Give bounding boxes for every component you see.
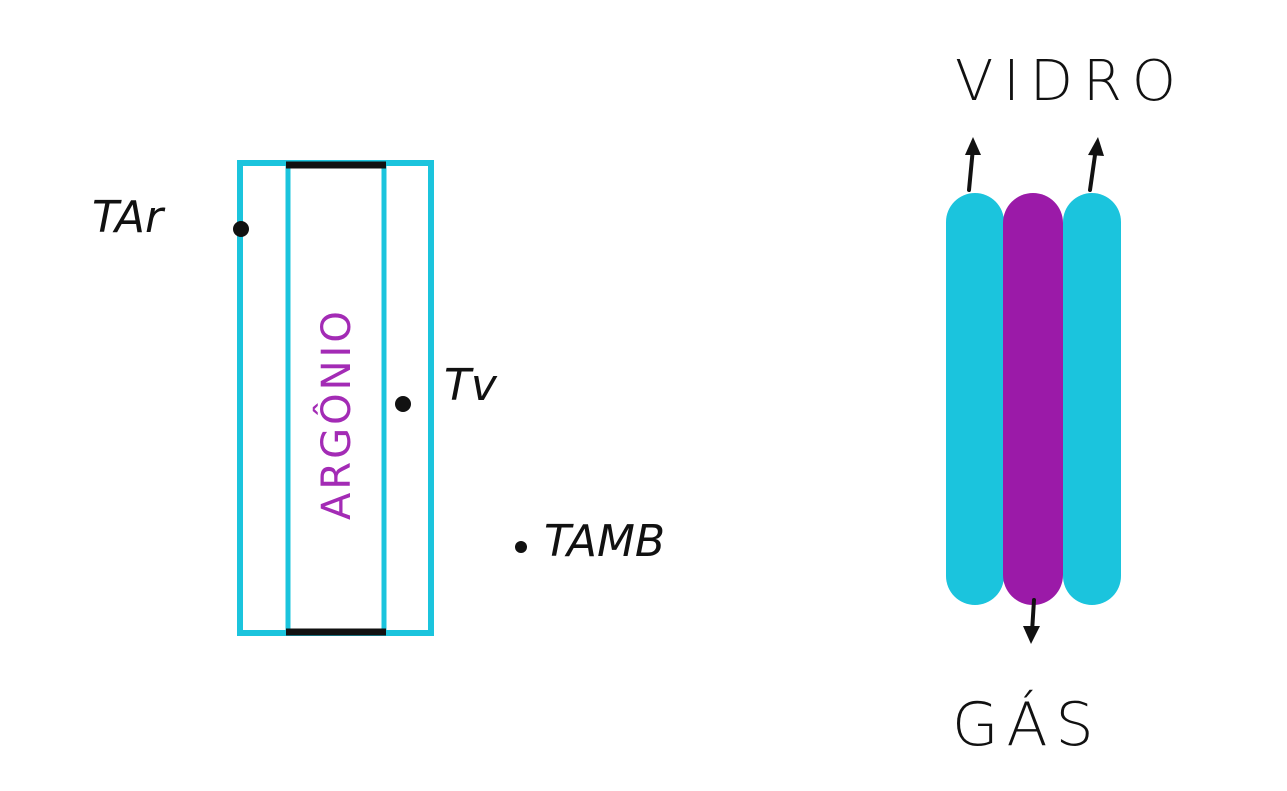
label-t-ar: TAr bbox=[92, 192, 166, 243]
label-t-v: Tv bbox=[444, 360, 498, 411]
label-t-amb: TAMB bbox=[544, 516, 665, 567]
glass-bar-right bbox=[1063, 193, 1121, 605]
gas-bar bbox=[1003, 193, 1063, 605]
window-section-diagram: ARGÔNIO TAr Tv TAMB bbox=[92, 160, 665, 636]
glass-bar-left bbox=[946, 193, 1004, 605]
arrow-up-right-icon bbox=[1088, 137, 1104, 192]
label-vidro: VIDRO bbox=[955, 49, 1186, 114]
layers-diagram: VIDRO GÁS bbox=[946, 49, 1186, 760]
argon-label: ARGÔNIO bbox=[312, 308, 360, 520]
label-gas: GÁS bbox=[952, 688, 1102, 760]
point-t-v bbox=[395, 396, 411, 412]
point-t-amb bbox=[515, 541, 527, 553]
arrow-down-icon bbox=[1023, 598, 1040, 644]
arrow-up-left-icon bbox=[965, 137, 981, 192]
point-t-ar bbox=[233, 221, 249, 237]
